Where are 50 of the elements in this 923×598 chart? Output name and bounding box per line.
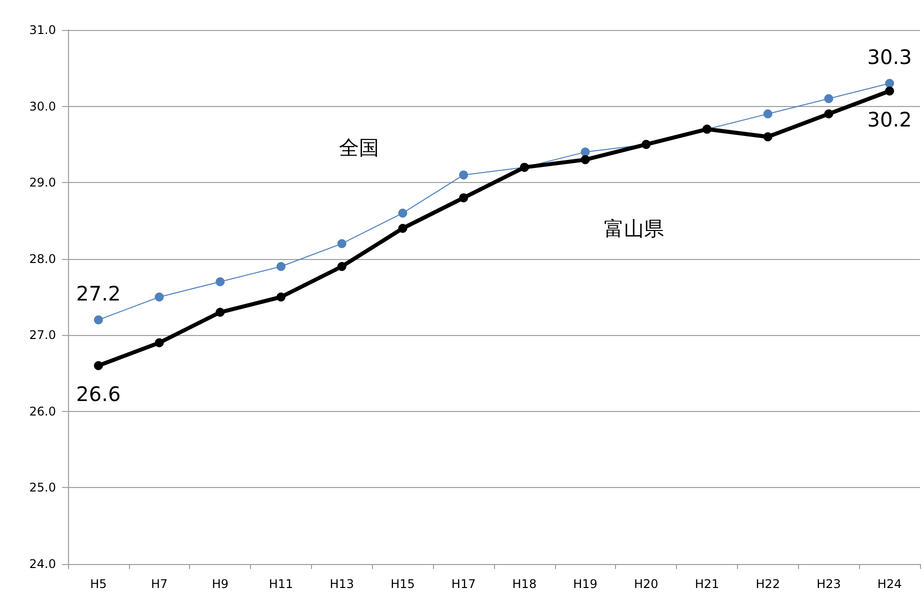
point (398, 224, 408, 233)
text: 全国 (338, 136, 379, 160)
data-label: 26.6 (76, 382, 121, 406)
point (154, 338, 164, 348)
point (216, 277, 225, 286)
x-tick-label: H11 (268, 577, 294, 591)
y-tick-label: 24.0 (29, 557, 56, 571)
point (337, 262, 346, 271)
point (216, 308, 225, 317)
x-tick-label: H15 (390, 577, 415, 591)
y-tick-label: 28.0 (29, 252, 56, 266)
point (580, 155, 590, 164)
text: 富山県 (604, 216, 664, 240)
y-tick-label: 27.0 (29, 328, 56, 342)
data-label: 30.3 (867, 44, 912, 69)
point (580, 148, 590, 157)
y-tick-label: 26.0 (29, 404, 56, 418)
data-label: 30.2 (867, 108, 912, 132)
y-tick-label: 30.0 (29, 99, 56, 114)
point (459, 170, 468, 180)
point (94, 315, 103, 324)
point (885, 86, 894, 96)
data-label: 27.2 (76, 281, 121, 306)
point (276, 292, 286, 302)
point (763, 109, 772, 118)
x-tick-label: H9 (212, 577, 228, 591)
x-tick-label: H21 (694, 577, 720, 591)
point (154, 292, 164, 302)
x-tick-label: H17 (451, 577, 476, 591)
point (885, 78, 894, 88)
point (276, 262, 286, 271)
point (824, 109, 834, 118)
x-tick-label: H19 (573, 577, 598, 591)
x-tick-label: H7 (150, 577, 168, 591)
point (398, 208, 408, 218)
y-tick-label: 25.0 (29, 480, 56, 495)
point (763, 132, 772, 142)
point (459, 193, 468, 202)
x-tick-label: H13 (330, 577, 354, 591)
point (94, 361, 103, 370)
point (337, 239, 346, 248)
y-tick-label: 29.0 (29, 176, 56, 190)
x-tick-label: H18 (512, 577, 537, 591)
x-tick-label: H23 (816, 577, 841, 591)
x-tick-label: H24 (877, 577, 902, 591)
x-tick-label: H20 (634, 577, 658, 591)
point (824, 94, 834, 104)
y-tick-label: 31.0 (29, 23, 56, 37)
x-tick-label: H5 (90, 577, 107, 591)
x-tick-label: H22 (756, 577, 780, 591)
